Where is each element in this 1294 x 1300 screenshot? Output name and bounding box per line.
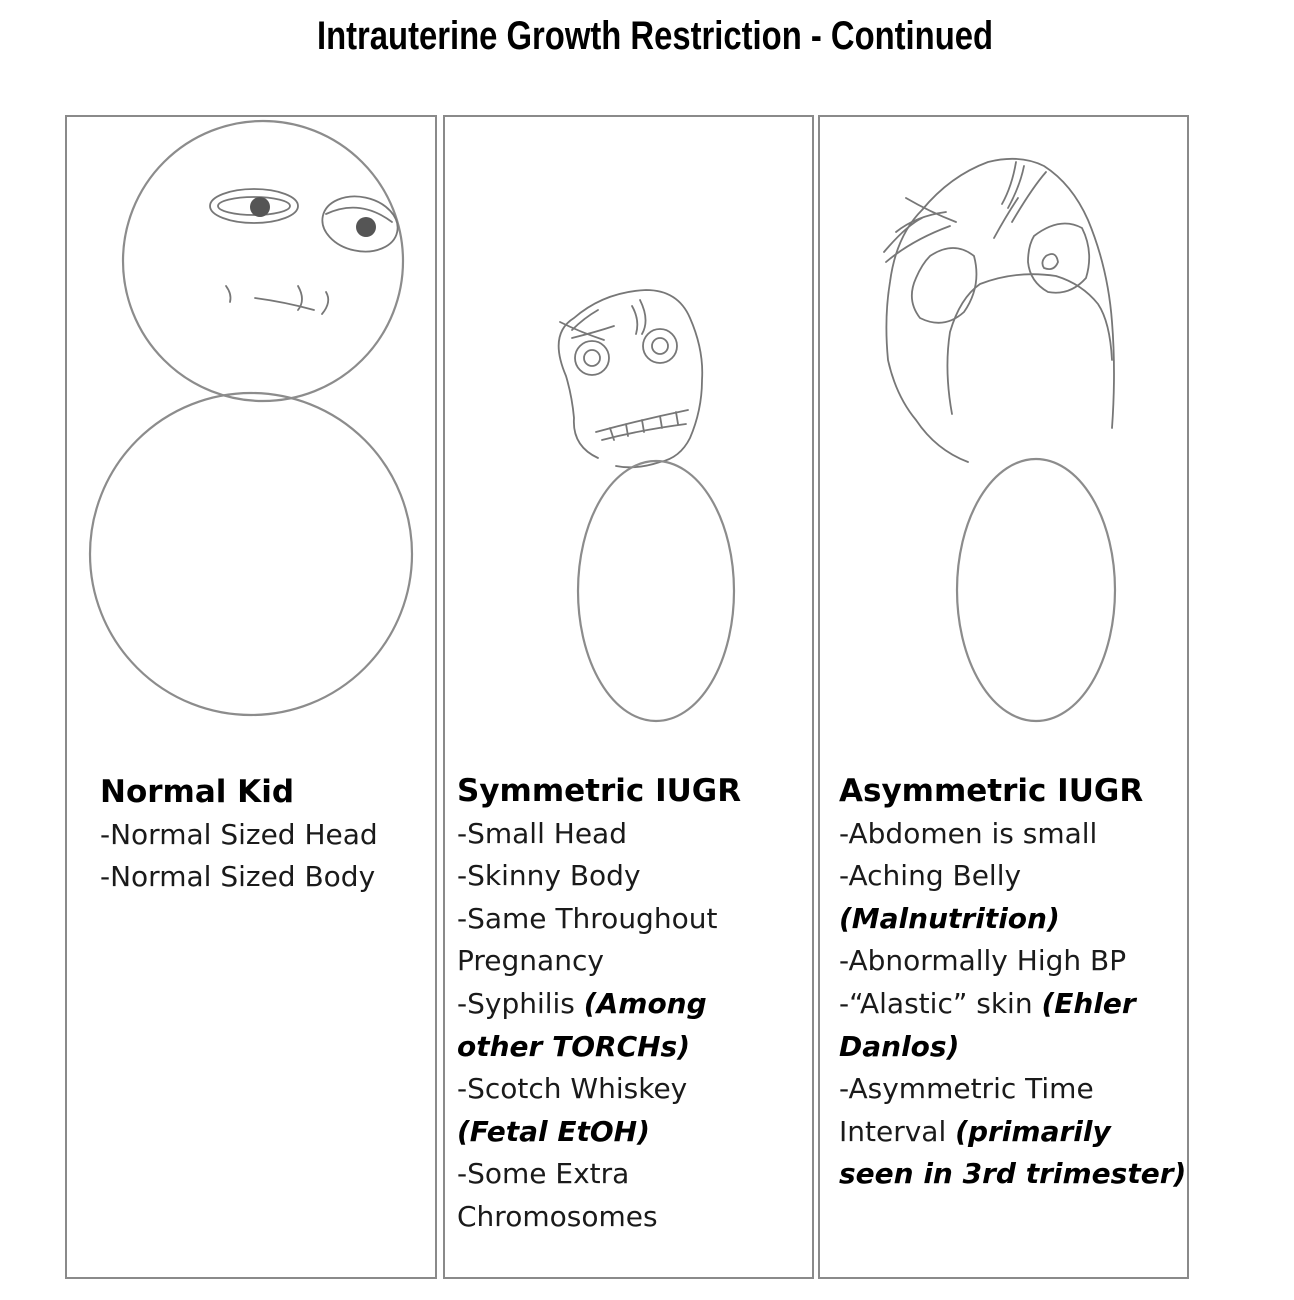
normal-kid-body [88, 391, 414, 717]
asymmetric-line: -Abdomen is small [839, 816, 1098, 850]
symmetric-line: -Skinny Body [457, 859, 641, 893]
symmetric-line: Pregnancy [457, 944, 604, 978]
asymmetric-line-text: -“Alastic” skin [839, 986, 1042, 1020]
asymmetric-line: Interval (primarily [839, 1111, 1186, 1154]
asymmetric-line-text: Interval [839, 1114, 956, 1148]
asymmetric-note: seen in 3rd trimester) [839, 1157, 1187, 1191]
symmetric-line-text: -Syphilis [457, 986, 584, 1020]
normal-kid-heading: Normal Kid [100, 774, 295, 810]
symmetric-iugr-heading: Symmetric IUGR [457, 773, 742, 809]
normal-kid-text: Normal Kid -Normal Sized Head -Normal Si… [100, 771, 378, 899]
symmetric-line: Chromosomes [457, 1199, 658, 1233]
normal-kid-right-eye [321, 195, 399, 253]
panel-asymmetric-iugr [818, 115, 1189, 1279]
symmetric-line: -Small Head [457, 816, 627, 850]
asymmetric-iugr-figure [883, 157, 1117, 723]
normal-kid-line: -Normal Sized Head [100, 817, 378, 851]
symmetric-note: other TORCHs) [457, 1029, 691, 1063]
page-title: Intrauterine Growth Restriction - Contin… [316, 14, 994, 58]
symmetric-line: -Same Throughout [457, 901, 718, 935]
symmetric-body [576, 459, 736, 723]
asymmetric-note: (primarily [955, 1114, 1111, 1148]
normal-kid-left-eye [209, 188, 299, 224]
asymmetric-head [885, 157, 1115, 463]
normal-kid-line: -Normal Sized Body [100, 860, 376, 894]
asymmetric-line: -Asymmetric Time [839, 1072, 1094, 1106]
panel-normal-kid [65, 115, 437, 1279]
panel-symmetric-iugr [443, 115, 814, 1279]
asymmetric-iugr-heading: Asymmetric IUGR [839, 773, 1144, 809]
asymmetric-body [955, 457, 1117, 723]
asymmetric-note: (Malnutrition) [839, 901, 1060, 935]
symmetric-note: (Among [583, 986, 707, 1020]
normal-kid-head [121, 119, 405, 403]
symmetric-line: -Syphilis (Among [457, 983, 741, 1026]
normal-kid-figure [88, 119, 414, 717]
symmetric-iugr-text: Symmetric IUGR -Small Head -Skinny Body … [457, 770, 741, 1239]
asymmetric-note: Danlos) [839, 1029, 960, 1063]
asymmetric-iugr-text: Asymmetric IUGR -Abdomen is small -Achin… [839, 770, 1186, 1196]
symmetric-note: (Fetal EtOH) [457, 1114, 650, 1148]
symmetric-line: -Some Extra [457, 1157, 630, 1191]
normal-kid-mouth [225, 285, 330, 315]
asymmetric-line: -Aching Belly [839, 859, 1022, 893]
asymmetric-note: (Ehler [1041, 986, 1136, 1020]
symmetric-head [557, 289, 704, 469]
asymmetric-line: -Abnormally High BP [839, 944, 1127, 978]
symmetric-iugr-figure [557, 289, 736, 723]
asymmetric-line: -“Alastic” skin (Ehler [839, 983, 1186, 1026]
symmetric-line: -Scotch Whiskey [457, 1072, 688, 1106]
